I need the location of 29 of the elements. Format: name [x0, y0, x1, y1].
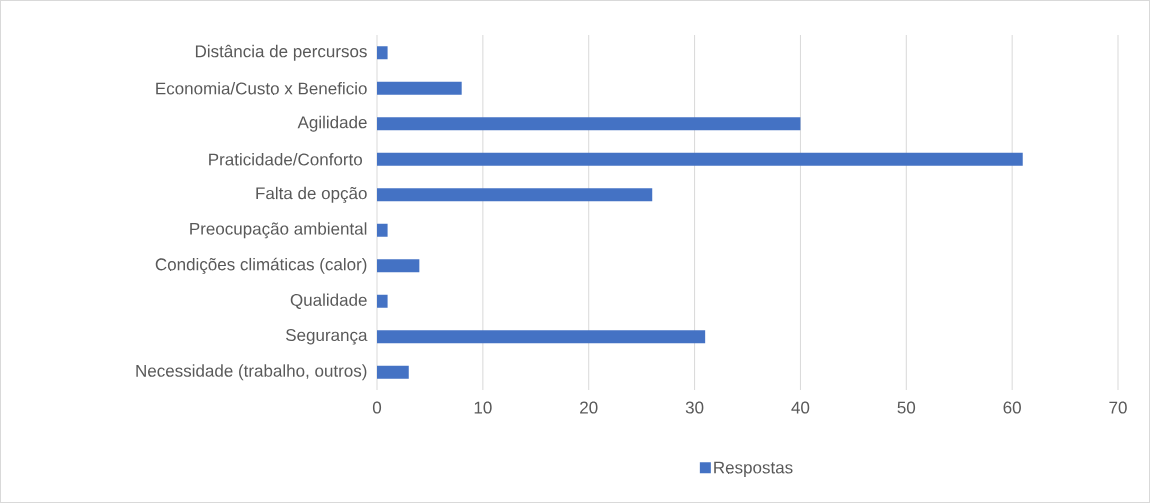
y-tick-label: Agilidade [297, 115, 367, 132]
y-tick-label: Preocupação ambiental [190, 222, 367, 239]
x-tick-label: 0 [372, 401, 382, 414]
bar [377, 81, 462, 95]
y-tick-label: Falta de opção [256, 186, 367, 203]
y-tick-label: Distância de percursos [195, 44, 367, 61]
bar [377, 117, 801, 131]
bar [377, 46, 388, 60]
x-tick-label: 30 [685, 401, 704, 414]
bar [377, 188, 653, 202]
y-tick-label: Qualidade [290, 293, 367, 310]
legend-label: Respostas [714, 461, 793, 477]
x-tick-label: 70 [1109, 401, 1127, 414]
bar [377, 223, 388, 237]
bar [377, 259, 420, 273]
y-tick-label: Praticidade/Conforto [209, 153, 363, 166]
bar [377, 294, 388, 308]
x-tick-label: 60 [1003, 401, 1021, 414]
bar [377, 365, 409, 379]
bar [377, 152, 1023, 166]
bar [377, 330, 706, 344]
y-tick-label: Condições climáticas (calor) [155, 257, 367, 274]
x-tick-label: 40 [791, 401, 810, 414]
x-tick-label: 10 [474, 401, 492, 414]
y-tick-label: Necessidade (trabalho, outros) [136, 364, 367, 381]
y-tick-label: Segurança [286, 329, 368, 345]
x-tick-label: 50 [897, 401, 916, 414]
y-tick-label: Economia/Custo x Beneficio [156, 82, 367, 95]
x-tick-label: 20 [580, 401, 598, 414]
